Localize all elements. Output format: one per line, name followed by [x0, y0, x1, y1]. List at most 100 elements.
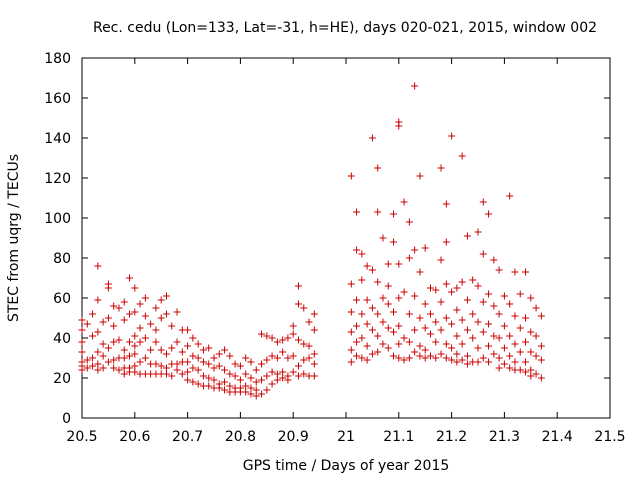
data-point-marker — [300, 340, 308, 348]
y-tick-label: 20 — [53, 371, 71, 387]
data-point-marker — [99, 352, 107, 360]
data-point-marker — [99, 340, 107, 348]
data-point-marker — [294, 300, 302, 308]
data-point-marker — [252, 366, 260, 374]
data-point-marker — [131, 368, 139, 376]
data-point-marker — [442, 340, 450, 348]
data-point-marker — [305, 354, 313, 362]
data-point-marker — [110, 364, 118, 372]
data-point-marker — [347, 280, 355, 288]
data-point-marker — [421, 244, 429, 252]
data-point-marker — [162, 350, 170, 358]
data-point-marker — [374, 332, 382, 340]
data-point-marker — [263, 372, 271, 380]
data-point-marker — [247, 384, 255, 392]
data-point-marker — [263, 386, 271, 394]
data-point-marker — [374, 348, 382, 356]
x-tick-label: 21.5 — [594, 429, 625, 445]
data-point-marker — [273, 376, 281, 384]
x-tick-label: 21.1 — [383, 429, 414, 445]
data-point-marker — [532, 370, 540, 378]
data-point-marker — [252, 386, 260, 394]
data-point-marker — [157, 362, 165, 370]
data-points — [78, 82, 545, 400]
data-point-marker — [89, 362, 97, 370]
data-point-marker — [395, 354, 403, 362]
data-point-marker — [78, 326, 86, 334]
data-point-marker — [99, 364, 107, 372]
data-point-marker — [189, 334, 197, 342]
data-point-marker — [474, 282, 482, 290]
chart-title: Rec. cedu (Lon=133, Lat=-31, h=HE), days… — [93, 20, 597, 36]
data-point-marker — [490, 256, 498, 264]
data-point-marker — [506, 300, 514, 308]
data-point-marker — [416, 172, 424, 180]
data-point-marker — [258, 330, 266, 338]
data-point-marker — [416, 314, 424, 322]
data-point-marker — [89, 354, 97, 362]
data-point-marker — [469, 310, 477, 318]
data-point-marker — [104, 314, 112, 322]
data-point-marker — [104, 358, 112, 366]
data-point-marker — [221, 346, 229, 354]
data-point-marker — [516, 348, 524, 356]
data-point-marker — [453, 332, 461, 340]
data-point-marker — [268, 368, 276, 376]
data-point-marker — [83, 320, 91, 328]
data-point-marker — [78, 338, 86, 346]
data-point-marker — [400, 356, 408, 364]
data-point-marker — [358, 310, 366, 318]
data-point-marker — [294, 282, 302, 290]
x-tick-label: 20.6 — [119, 429, 150, 445]
data-point-marker — [289, 352, 297, 360]
data-point-marker — [152, 304, 160, 312]
data-point-marker — [353, 338, 361, 346]
data-point-marker — [258, 390, 266, 398]
data-point-marker — [194, 354, 202, 362]
data-point-marker — [184, 376, 192, 384]
data-point-marker — [405, 310, 413, 318]
data-point-marker — [221, 378, 229, 386]
data-point-marker — [310, 350, 318, 358]
data-point-marker — [94, 262, 102, 270]
data-point-marker — [358, 276, 366, 284]
data-point-marker — [458, 152, 466, 160]
data-point-marker — [300, 304, 308, 312]
data-point-marker — [347, 172, 355, 180]
data-point-marker — [178, 370, 186, 378]
data-point-marker — [442, 280, 450, 288]
data-point-marker — [284, 354, 292, 362]
data-point-marker — [469, 276, 477, 284]
data-point-marker — [89, 332, 97, 340]
data-point-marker — [437, 350, 445, 358]
data-point-marker — [479, 250, 487, 258]
data-point-marker — [162, 370, 170, 378]
data-point-marker — [131, 350, 139, 358]
data-point-marker — [152, 338, 160, 346]
data-point-marker — [448, 320, 456, 328]
data-point-marker — [432, 354, 440, 362]
data-point-marker — [289, 330, 297, 338]
data-point-marker — [506, 364, 514, 372]
data-point-marker — [405, 254, 413, 262]
data-point-marker — [416, 352, 424, 360]
data-point-marker — [279, 336, 287, 344]
data-point-marker — [147, 320, 155, 328]
data-point-marker — [458, 278, 466, 286]
data-point-marker — [479, 198, 487, 206]
data-point-marker — [199, 372, 207, 380]
x-axis-label: GPS time / Days of year 2015 — [243, 458, 450, 474]
data-point-marker — [374, 310, 382, 318]
data-point-marker — [94, 296, 102, 304]
data-point-marker — [162, 310, 170, 318]
data-point-marker — [173, 338, 181, 346]
data-point-marker — [263, 356, 271, 364]
data-point-marker — [442, 314, 450, 322]
data-point-marker — [300, 370, 308, 378]
data-point-marker — [78, 366, 86, 374]
data-point-marker — [78, 316, 86, 324]
data-point-marker — [141, 294, 149, 302]
data-point-marker — [173, 308, 181, 316]
x-tick-label: 21.4 — [542, 429, 573, 445]
